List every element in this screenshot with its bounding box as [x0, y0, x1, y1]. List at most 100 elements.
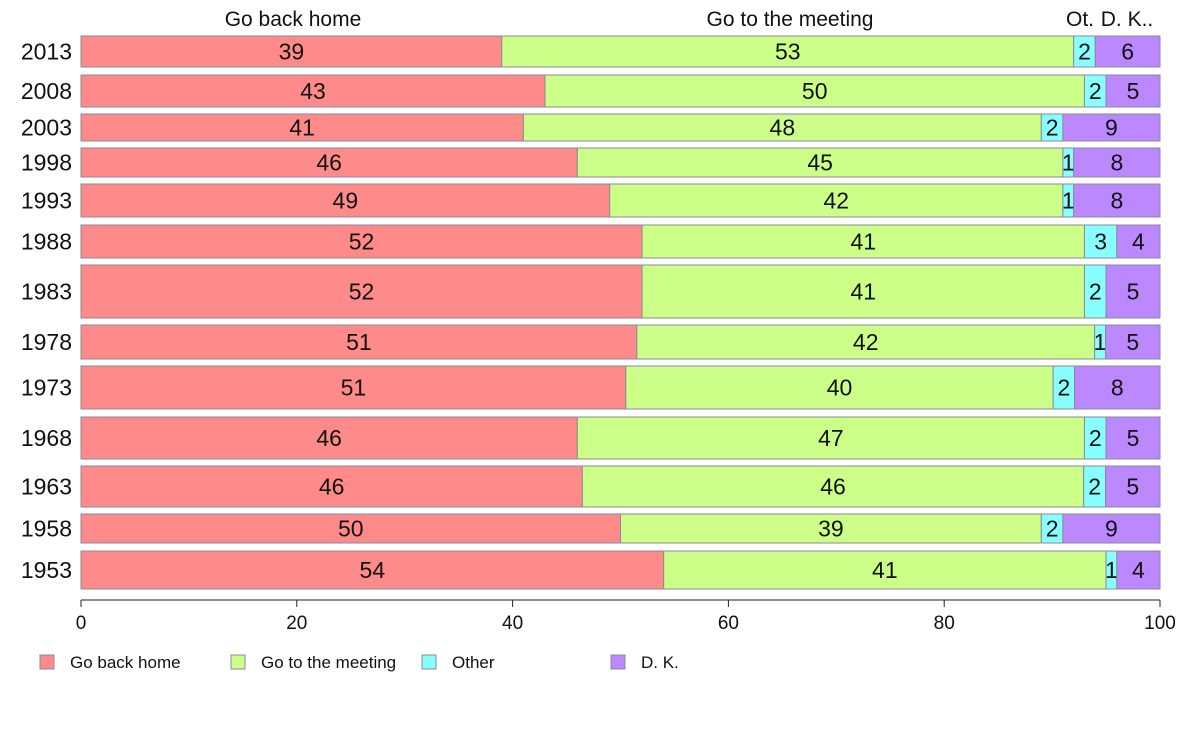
bar-segment — [544, 74, 1085, 108]
data-label: 41 — [850, 229, 876, 255]
bar-segment — [620, 513, 1042, 544]
year-label: 1963 — [21, 474, 72, 500]
year-label: 1993 — [21, 188, 72, 214]
year-label: 1983 — [21, 279, 72, 305]
x-tick-label: 40 — [502, 613, 523, 634]
year-label: 1988 — [21, 229, 72, 255]
data-label: 4 — [1132, 557, 1145, 583]
data-label: 39 — [279, 39, 305, 65]
data-label: 4 — [1132, 229, 1145, 255]
bar-segment — [1116, 550, 1161, 590]
year-label: 1958 — [21, 516, 72, 542]
data-label: 2 — [1088, 474, 1101, 500]
bar-segment — [80, 416, 578, 460]
x-tick-label: 60 — [718, 613, 739, 634]
data-label: 48 — [770, 115, 796, 141]
year-label: 2003 — [21, 115, 72, 141]
bar-segment — [80, 183, 611, 218]
data-label: 47 — [818, 425, 844, 451]
data-label: 51 — [346, 329, 372, 355]
data-label: 2 — [1046, 115, 1059, 141]
data-label: 39 — [818, 516, 844, 542]
bar-segment — [1105, 465, 1161, 508]
data-label: 46 — [319, 474, 345, 500]
legend-swatch — [39, 654, 55, 670]
data-label: 5 — [1127, 425, 1140, 451]
bar-segment — [501, 35, 1075, 68]
bar-segment — [576, 147, 1064, 178]
bar-segment — [609, 183, 1064, 218]
data-label: 1 — [1062, 150, 1075, 176]
data-label: 5 — [1126, 474, 1139, 500]
data-label: 49 — [333, 188, 359, 214]
data-label: 6 — [1121, 39, 1134, 65]
data-label: 9 — [1105, 115, 1118, 141]
data-label: 2 — [1057, 375, 1070, 401]
legend-swatch — [230, 654, 246, 670]
bar-segment — [1094, 35, 1161, 68]
bar-segment — [1074, 365, 1161, 410]
bar-segment — [80, 550, 665, 590]
data-label: 53 — [775, 39, 801, 65]
bar-segment — [80, 113, 524, 142]
data-label: 2 — [1046, 516, 1059, 542]
bar-segment — [80, 35, 503, 68]
bar-segment — [1073, 147, 1161, 178]
year-label: 2013 — [21, 39, 72, 65]
data-label: 50 — [338, 516, 364, 542]
data-label: 1 — [1094, 329, 1107, 355]
bar-segment — [80, 147, 578, 178]
data-label: 52 — [349, 279, 375, 305]
data-label: 2 — [1089, 78, 1102, 104]
legend-label: Go to the meeting — [261, 653, 396, 672]
data-label: 46 — [316, 425, 342, 451]
year-label: 1998 — [21, 150, 72, 176]
data-label: 52 — [349, 229, 375, 255]
data-label: 50 — [802, 78, 828, 104]
data-label: 2 — [1089, 279, 1102, 305]
bar-segment — [641, 224, 1085, 259]
data-label: 41 — [850, 279, 876, 305]
bar-segment — [80, 513, 621, 544]
bar-segment — [1062, 113, 1161, 142]
data-label: 45 — [807, 150, 833, 176]
x-tick-label: 0 — [76, 613, 87, 634]
column-header: Go back home — [225, 8, 362, 31]
data-label: 5 — [1126, 329, 1139, 355]
data-label: 40 — [827, 375, 853, 401]
data-label: 2 — [1078, 39, 1091, 65]
column-header: D. K.. — [1101, 8, 1154, 31]
bar-segment — [1083, 224, 1118, 259]
data-label: 41 — [872, 557, 898, 583]
x-tick-label: 20 — [286, 613, 307, 634]
bar-segment — [80, 465, 583, 508]
data-label: 46 — [820, 474, 846, 500]
column-header: Go to the meeting — [707, 8, 874, 31]
data-label: 9 — [1105, 516, 1118, 542]
year-label: 1973 — [21, 375, 72, 401]
data-label: 1 — [1105, 557, 1118, 583]
year-label: 1978 — [21, 329, 72, 355]
legend-label: Other — [452, 653, 495, 672]
bar-segment — [1105, 324, 1161, 360]
data-label: 43 — [300, 78, 326, 104]
data-label: 42 — [853, 329, 879, 355]
column-header: Ot. — [1066, 8, 1094, 31]
bar-segment — [1073, 183, 1161, 218]
bar-segment — [1062, 513, 1161, 544]
x-tick-label: 80 — [934, 613, 955, 634]
year-label: 1953 — [21, 557, 72, 583]
bar-segment — [625, 365, 1054, 410]
legend-swatch — [610, 654, 626, 670]
bar-segment — [80, 264, 643, 319]
data-label: 51 — [341, 375, 367, 401]
bar-segment — [522, 113, 1042, 142]
bar-segment — [1105, 416, 1161, 460]
bar-segment — [641, 264, 1085, 319]
data-label: 1 — [1062, 188, 1075, 214]
data-label: 8 — [1110, 150, 1123, 176]
legend-label: D. K. — [641, 653, 679, 672]
data-label: 54 — [360, 557, 386, 583]
